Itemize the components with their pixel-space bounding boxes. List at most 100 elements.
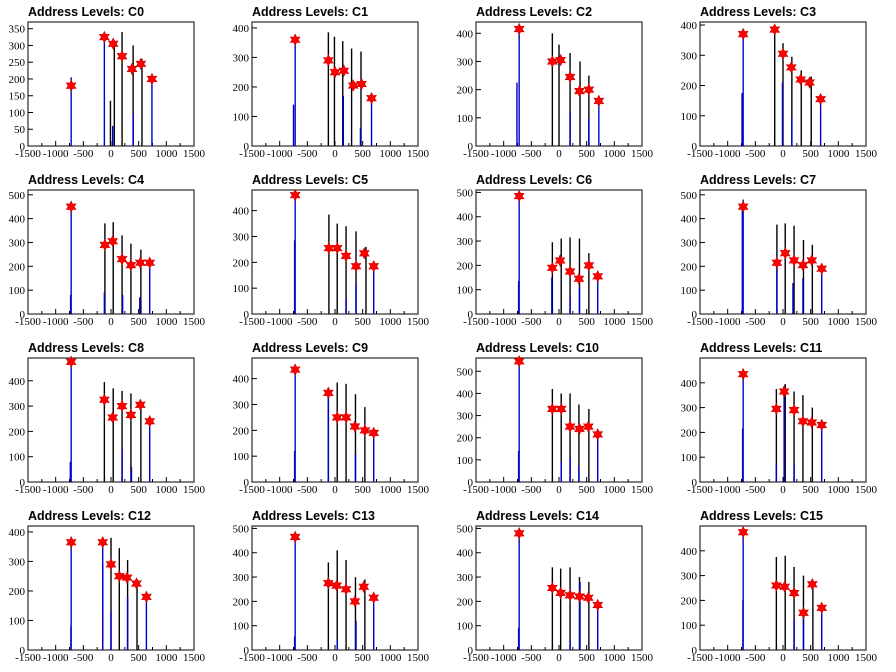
chart-panel: Address Levels: C2 0 100 200 300 400 -1500 -100…: [448, 0, 672, 168]
x-tick-label: -1500: [687, 484, 713, 496]
peak-marker: [134, 256, 146, 270]
peak-marker: [144, 256, 156, 270]
x-tick-label: -1500: [463, 484, 489, 496]
peak-marker: [816, 418, 828, 432]
chart-svg: 0 100 200 300 400 -1500 -1000 -500 0 500 1000 1500: [233, 21, 430, 160]
chart-svg: 0 100 200 300 400 -1500 -1000 -500 0 500 1000 1500: [233, 357, 430, 496]
plot-frame: [699, 357, 867, 483]
chart-panel: Address Levels: C5 0 100 200 300 400 -1500 -100…: [224, 168, 448, 336]
y-tick-label: 100: [457, 621, 474, 633]
plot-frame: [27, 189, 195, 315]
x-tick-label: -1000: [43, 652, 69, 664]
y-tick-label: 200: [233, 425, 250, 437]
x-tick-label: 0: [556, 316, 562, 328]
x-tick-label: 1500: [183, 652, 206, 664]
peak-marker: [513, 527, 525, 540]
peak-marker: [513, 22, 525, 36]
x-tick-label: 1500: [183, 316, 206, 328]
y-tick-label: 300: [457, 236, 474, 248]
x-tick-label: 500: [354, 316, 371, 328]
y-tick-label: 100: [681, 452, 698, 464]
x-tick-label: 500: [130, 484, 147, 496]
x-tick-label: -500: [73, 652, 94, 664]
x-tick-label: 0: [332, 652, 338, 664]
x-tick-label: 500: [578, 316, 595, 328]
peak-marker: [555, 402, 567, 416]
peak-marker: [289, 530, 301, 544]
x-tick-label: 1500: [631, 148, 654, 160]
peak-marker: [289, 363, 301, 376]
y-tick-label: 100: [9, 107, 26, 119]
y-tick-label: 0: [692, 141, 698, 153]
x-tick-label: -1500: [463, 652, 489, 664]
x-tick-label: 0: [780, 484, 786, 496]
peak-marker: [358, 247, 370, 260]
y-tick-label: 300: [681, 403, 698, 415]
peak-marker: [583, 83, 595, 96]
x-tick-label: -1500: [463, 316, 489, 328]
y-tick-label: 100: [9, 452, 26, 464]
peak-marker: [554, 254, 566, 267]
peak-marker: [366, 91, 377, 105]
x-tick-label: -1000: [491, 652, 517, 664]
y-tick-label: 300: [681, 50, 698, 62]
y-tick-label: 200: [233, 257, 250, 269]
chart-svg: 0 100 200 300 400 500 -1500 -1000 -500 0 500 1000 15…: [457, 187, 654, 328]
x-tick-label: 500: [802, 148, 819, 160]
peak-marker: [289, 188, 301, 202]
peak-marker: [121, 571, 133, 584]
x-tick-label: -1500: [687, 652, 713, 664]
y-tick-label: 300: [457, 572, 474, 584]
x-tick-label: -1000: [491, 148, 517, 160]
peak-marker: [582, 591, 594, 605]
y-tick-label: 100: [681, 620, 698, 632]
y-tick-label: 300: [233, 232, 250, 244]
chart-svg: 0 100 200 300 400 500 -1500 -1000 -500 0 500 1000 15…: [9, 189, 206, 328]
y-tick-label: 400: [9, 214, 26, 226]
x-tick-label: 1000: [603, 316, 626, 328]
x-tick-label: 1000: [155, 148, 178, 160]
y-tick-label: 100: [233, 111, 250, 123]
x-tick-label: -500: [297, 652, 318, 664]
chart-panel: Address Levels: C1 0 100 200 300 400 -1500 -100…: [224, 0, 448, 168]
chart-panel: Address Levels: C14 0 100 200 300 400 500 -1500…: [448, 504, 672, 672]
peak-marker: [349, 420, 361, 433]
y-tick-label: 300: [457, 411, 474, 423]
x-tick-label: 1500: [631, 652, 654, 664]
peak-marker: [368, 259, 380, 273]
x-tick-label: 500: [354, 652, 371, 664]
y-tick-label: 200: [233, 82, 250, 94]
x-tick-label: -1500: [687, 148, 713, 160]
x-tick-label: 0: [556, 652, 562, 664]
peak-marker: [107, 411, 119, 424]
x-tick-label: 1500: [407, 148, 430, 160]
peak-marker: [113, 569, 125, 583]
chart-svg: 0 100 200 300 400 -1500 -1000 -500 0 500 1000 1500: [681, 20, 878, 160]
peak-marker: [555, 586, 567, 600]
chart-panel: Address Levels: C11 0 100 200 300 400 -1500 -10…: [672, 336, 896, 504]
x-tick-label: -500: [73, 484, 94, 496]
peak-marker: [798, 606, 809, 620]
y-tick-label: 400: [457, 212, 474, 224]
y-tick-label: 200: [9, 74, 26, 86]
x-tick-label: -1500: [15, 652, 41, 664]
plot-frame: [251, 189, 419, 315]
chart-panel: Address Levels: C13 0 100 200 300 400 500 -1500…: [224, 504, 448, 672]
peak-marker: [555, 53, 567, 67]
y-tick-label: 0: [20, 645, 26, 657]
chart-panel: Address Levels: C0 0 50 100 150 200 250 300 350 -…: [0, 0, 224, 168]
peak-marker: [815, 92, 827, 106]
peak-marker: [546, 402, 558, 416]
x-tick-label: -1500: [239, 148, 265, 160]
peak-marker: [806, 416, 818, 429]
x-tick-label: -1000: [715, 316, 741, 328]
peak-marker: [65, 355, 77, 369]
peak-marker: [65, 535, 77, 549]
chart-panel: Address Levels: C15 0 100 200 300 400 -1500 -10…: [672, 504, 896, 672]
peak-marker: [788, 254, 800, 267]
x-tick-label: 0: [780, 148, 786, 160]
y-tick-label: 100: [681, 285, 698, 297]
y-tick-label: 300: [9, 40, 26, 52]
peak-marker: [771, 256, 783, 270]
x-tick-label: 1500: [855, 652, 878, 664]
